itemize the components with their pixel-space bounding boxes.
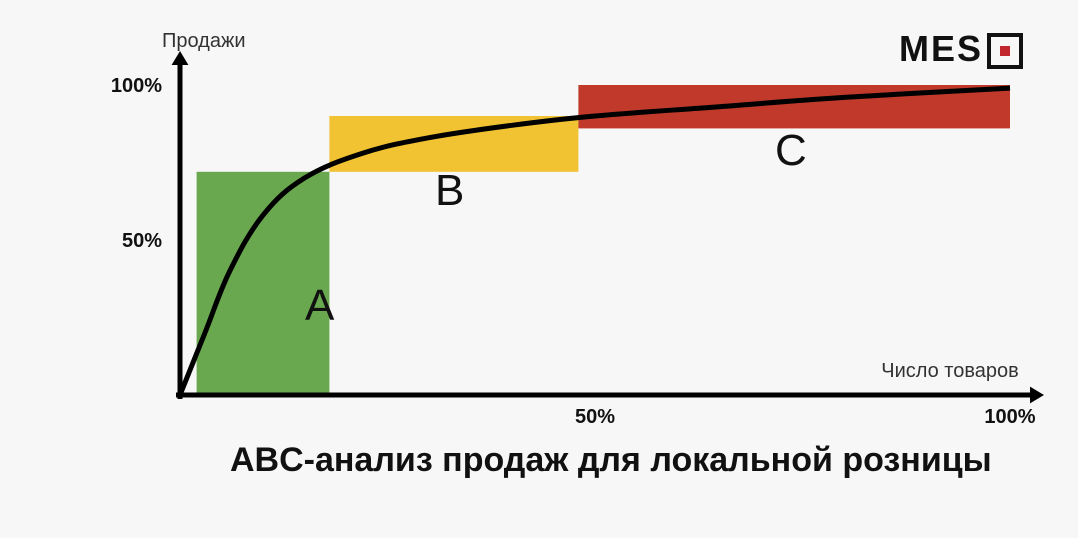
- y-axis-label: Продажи: [162, 30, 246, 52]
- x-axis-arrow-icon: [1030, 387, 1044, 404]
- chart-title: ABC-анализ продаж для локальной розницы: [230, 440, 992, 481]
- y-axis-arrow-icon: [172, 51, 189, 65]
- y-tick-label: 50%: [122, 230, 162, 252]
- zone-label-b: B: [435, 166, 464, 215]
- logo-box-icon: [987, 33, 1023, 69]
- x-tick-label: 50%: [575, 406, 615, 428]
- zone-label-c: C: [775, 126, 807, 175]
- logo: MES: [899, 28, 1023, 70]
- y-tick-label: 100%: [111, 75, 162, 97]
- zone-label-a: A: [305, 281, 335, 330]
- logo-text: MES: [899, 28, 983, 70]
- x-tick-label: 100%: [984, 406, 1035, 428]
- bar-b: [329, 116, 578, 172]
- x-axis-label: Число товаров: [881, 360, 1019, 382]
